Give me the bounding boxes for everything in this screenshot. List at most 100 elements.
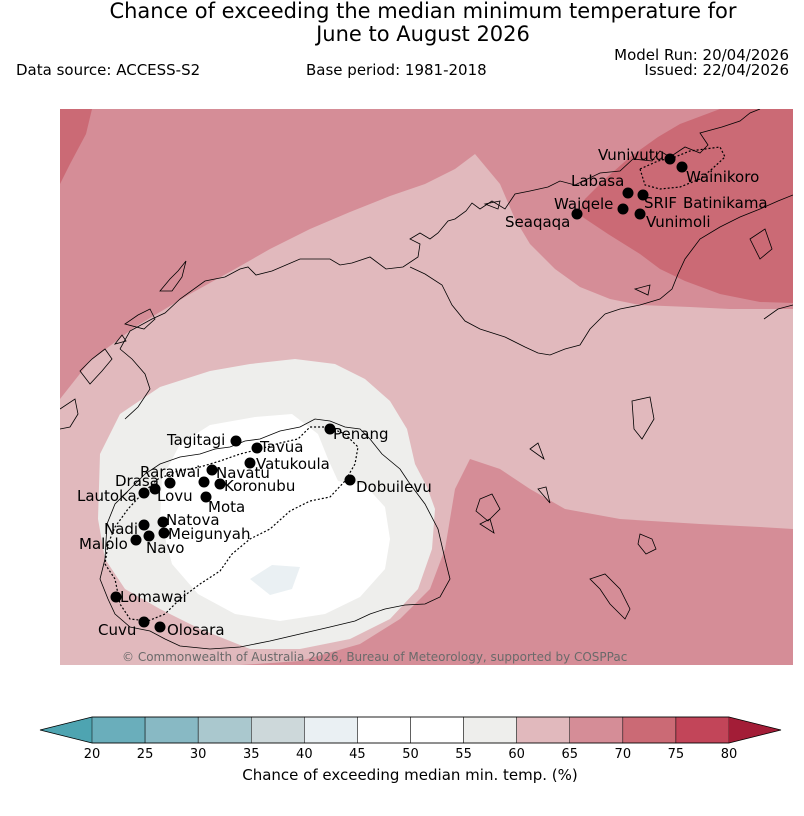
label-seaqaqa: Seaqaqa bbox=[505, 213, 570, 231]
colorbar-segment bbox=[357, 716, 411, 744]
band-40-45 bbox=[250, 565, 300, 595]
colorbar-under-arrow bbox=[40, 717, 92, 743]
station-natova[interactable] bbox=[157, 516, 169, 528]
label-penang: Penang bbox=[333, 425, 388, 443]
label-tavua: Tavua bbox=[259, 438, 303, 456]
label-olosara: Olosara bbox=[167, 621, 225, 639]
colorbar-ticks: 20 25 30 35 40 45 50 55 60 65 70 75 80 bbox=[84, 747, 738, 762]
station-lomawai[interactable] bbox=[110, 591, 122, 603]
station-mota[interactable] bbox=[200, 491, 212, 503]
colorbar-tick-label: 60 bbox=[508, 747, 525, 762]
label-dobuilevu: Dobuilevu bbox=[356, 478, 432, 496]
station-koronubu[interactable] bbox=[214, 478, 226, 490]
station-drasa[interactable] bbox=[164, 477, 176, 489]
station-waiqele[interactable] bbox=[617, 203, 629, 215]
issued-date: Issued: 22/04/2026 bbox=[644, 61, 789, 79]
station-dobuilevu[interactable] bbox=[344, 474, 356, 486]
model-run: Model Run: 20/04/2026 bbox=[614, 46, 789, 64]
label-rarawai: Rarawai bbox=[140, 463, 200, 481]
label-lomawai: Lomawai bbox=[120, 588, 187, 606]
title-line-2: June to August 2026 bbox=[316, 22, 530, 46]
label-koronubu: Koronubu bbox=[224, 477, 295, 495]
colorbar-tick-label: 55 bbox=[455, 747, 472, 762]
colorbar-tick-label: 25 bbox=[137, 747, 154, 762]
station-vunivutu[interactable] bbox=[664, 153, 676, 165]
label-mota: Mota bbox=[208, 498, 245, 516]
label-nadi: Nadi bbox=[104, 520, 138, 538]
station-penang[interactable] bbox=[324, 423, 336, 435]
copyright-credit: © Commonwealth of Australia 2026, Bureau… bbox=[122, 650, 627, 664]
station-markers bbox=[110, 153, 688, 633]
station-wainikoro[interactable] bbox=[676, 161, 688, 173]
band-45-55 bbox=[160, 414, 390, 621]
station-navatu[interactable] bbox=[198, 476, 210, 488]
station-labels: Vunivutu Wainikoro Labasa SRIF Batinikam… bbox=[77, 146, 768, 639]
colorbar-segment bbox=[410, 716, 464, 744]
colorbar-tick-label: 40 bbox=[296, 747, 313, 762]
station-cuvu[interactable] bbox=[138, 616, 150, 628]
label-lovu: Lovu bbox=[157, 487, 193, 505]
colorbar-segments bbox=[91, 716, 730, 744]
station-rarawai[interactable] bbox=[206, 464, 218, 476]
station-tavua[interactable] bbox=[251, 442, 263, 454]
colorbar-segment bbox=[251, 716, 305, 744]
station-navo[interactable] bbox=[143, 530, 155, 542]
colorbar-segment bbox=[91, 716, 146, 744]
colorbar-tick-label: 70 bbox=[615, 747, 632, 762]
colorbar-segment bbox=[622, 716, 677, 744]
label-meigunyah: Meigunyah bbox=[168, 525, 250, 543]
station-malolo[interactable] bbox=[130, 534, 142, 546]
base-period: Base period: 1981-2018 bbox=[306, 61, 487, 79]
colorbar-segment bbox=[144, 716, 199, 744]
colorbar-tick-label: 65 bbox=[561, 747, 578, 762]
label-lautoka: Lautoka bbox=[77, 487, 137, 505]
colorbar-over-arrow bbox=[729, 717, 781, 743]
station-lovu[interactable] bbox=[149, 483, 161, 495]
viti-levu-cane-belt bbox=[104, 426, 359, 622]
probability-map: Vunivutu Wainikoro Labasa SRIF Batinikam… bbox=[60, 109, 793, 665]
label-vatukoula: Vatukoula bbox=[256, 455, 330, 473]
colorbar-tick-label: 50 bbox=[402, 747, 419, 762]
station-labasa[interactable] bbox=[622, 187, 634, 199]
label-natova: Natova bbox=[166, 511, 220, 529]
label-batinikama: Batinikama bbox=[683, 194, 768, 212]
station-tagitagi[interactable] bbox=[230, 435, 242, 447]
station-nadi[interactable] bbox=[138, 519, 150, 531]
colorbar-segment bbox=[197, 716, 252, 744]
colorbar-tick-label: 75 bbox=[668, 747, 685, 762]
colorbar-segment bbox=[516, 716, 571, 744]
colorbar-outline bbox=[39, 716, 782, 744]
label-vunimoli: Vunimoli bbox=[646, 213, 711, 231]
band-70-75-west bbox=[60, 109, 92, 184]
colorbar-tick-label: 35 bbox=[243, 747, 260, 762]
colorbar-label: Chance of exceeding median min. temp. (%… bbox=[242, 766, 577, 784]
label-wainikoro: Wainikoro bbox=[686, 168, 759, 186]
colorbar-tick-label: 80 bbox=[721, 747, 738, 762]
station-vunimoli[interactable] bbox=[634, 208, 646, 220]
colorbar-segment bbox=[304, 716, 358, 744]
colorbar-segment bbox=[569, 716, 624, 744]
title-line-1: Chance of exceeding the median minimum t… bbox=[109, 0, 737, 23]
label-vunivutu: Vunivutu bbox=[598, 146, 664, 164]
label-navatu: Navatu bbox=[216, 464, 270, 482]
colorbar-tick-label: 20 bbox=[84, 747, 101, 762]
data-source: Data source: ACCESS-S2 bbox=[16, 61, 201, 79]
viti-levu-coast bbox=[99, 418, 451, 650]
station-vatukoula[interactable] bbox=[244, 457, 256, 469]
station-srif[interactable] bbox=[637, 189, 649, 201]
station-lautoka[interactable] bbox=[138, 487, 150, 499]
label-tagitagi: Tagitagi bbox=[166, 431, 225, 449]
colorbar-tick-label: 30 bbox=[190, 747, 207, 762]
colorbar-segment bbox=[675, 716, 730, 744]
station-seaqaqa[interactable] bbox=[571, 208, 583, 220]
station-olosara[interactable] bbox=[154, 621, 166, 633]
band-70-75-northeast bbox=[578, 109, 793, 303]
colorbar-tick-label: 45 bbox=[349, 747, 366, 762]
label-cuvu: Cuvu bbox=[98, 621, 136, 639]
label-srif: SRIF bbox=[644, 194, 677, 212]
label-labasa: Labasa bbox=[571, 172, 624, 190]
station-meigunyah[interactable] bbox=[158, 527, 170, 539]
label-drasa: Drasa bbox=[115, 472, 159, 490]
label-navo: Navo bbox=[146, 539, 184, 557]
colorbar: 20 25 30 35 40 45 50 55 60 65 70 75 80 Chance of exc… bbox=[39, 716, 782, 784]
